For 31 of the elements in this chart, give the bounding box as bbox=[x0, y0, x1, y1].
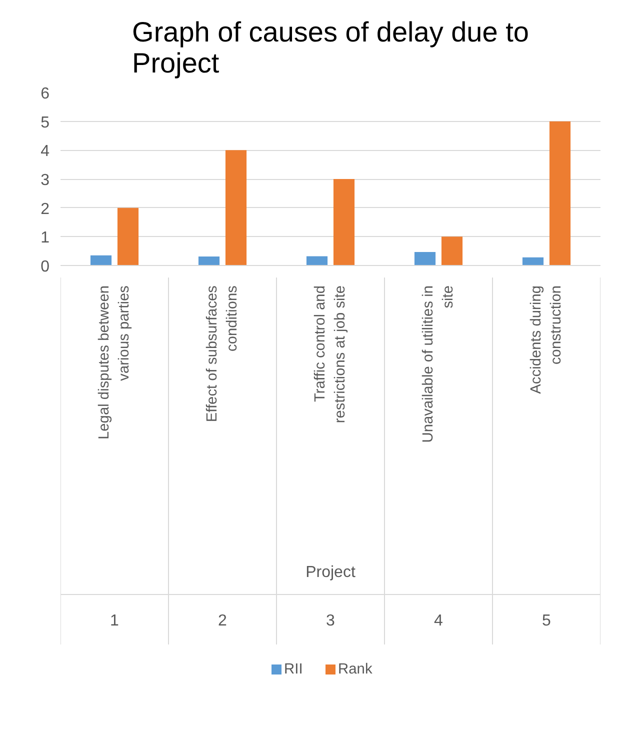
bar bbox=[333, 179, 355, 266]
text: Project bbox=[306, 564, 356, 581]
x-tick-label: Legal disputes between various parties bbox=[96, 285, 132, 440]
y-tick-label: 3 bbox=[40, 172, 50, 189]
x-tick-label: Accidents during construction bbox=[528, 285, 564, 394]
y-tick-label: 1 bbox=[40, 230, 50, 247]
x-tick-label: Effect of subsurfaces conditions bbox=[204, 285, 240, 422]
text: 4 bbox=[434, 612, 444, 630]
y-tick-label: 0 bbox=[40, 258, 50, 276]
y-tick-label: 5 bbox=[40, 114, 50, 132]
legend-label: RII bbox=[284, 662, 303, 678]
bar bbox=[549, 121, 571, 266]
bar bbox=[441, 236, 463, 266]
bar bbox=[198, 256, 220, 266]
text: 5 bbox=[542, 612, 552, 630]
bar bbox=[414, 252, 436, 266]
bar bbox=[117, 208, 139, 266]
bar bbox=[225, 150, 247, 266]
text: 3 bbox=[326, 612, 336, 630]
bar bbox=[90, 255, 112, 266]
bar bbox=[522, 257, 544, 266]
x-tick-label: Traffic control and restrictions at job site bbox=[312, 285, 348, 424]
text: 2 bbox=[218, 612, 228, 630]
text: 1 bbox=[110, 612, 120, 630]
legend-label: Rank bbox=[338, 662, 373, 678]
y-tick-label: 2 bbox=[40, 200, 50, 218]
y-tick-label: 6 bbox=[40, 86, 50, 102]
y-tick-label: 4 bbox=[40, 143, 50, 160]
bar bbox=[306, 256, 328, 266]
chart-title: Graph of causes of delay due to Project bbox=[132, 16, 529, 78]
x-tick-label: Unavailable of utilities in site bbox=[420, 285, 456, 443]
